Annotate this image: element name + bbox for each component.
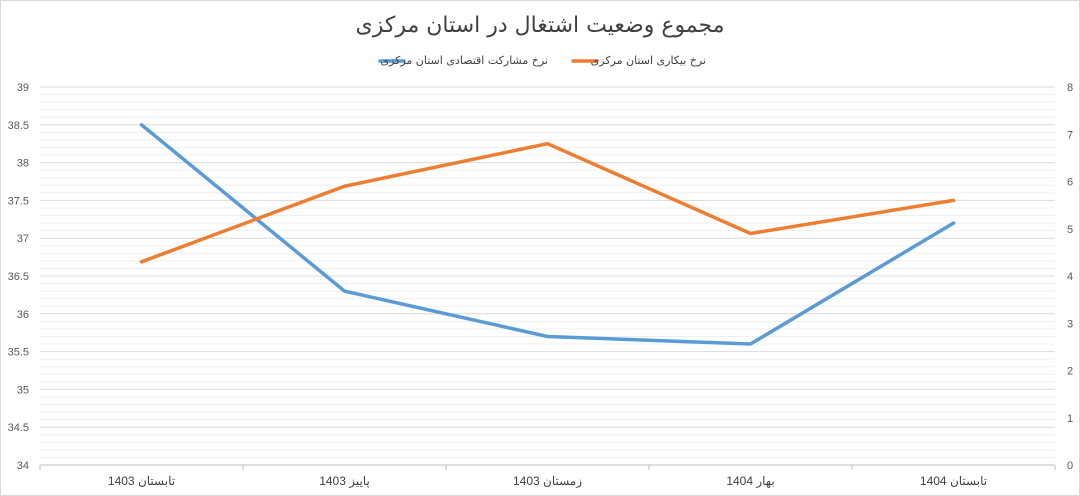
- y-right-tick-label: 2: [1067, 366, 1073, 378]
- y-left-tick-label: 36.5: [8, 271, 29, 283]
- legend-label-2: نرخ بیکاری استان مرکزی: [591, 54, 706, 67]
- series-line-2: [139, 141, 956, 264]
- y-left-tick-label: 36: [17, 309, 29, 321]
- x-category-label: زمستان 1403: [513, 474, 582, 488]
- y-right-tick-label: 3: [1067, 318, 1073, 330]
- x-axis: تابستان 1403 پاییز 1403 زمستان 1403 بهار 14…: [39, 464, 1056, 488]
- gridlines: [40, 86, 1055, 466]
- y-left-tick-label: 34: [17, 460, 29, 472]
- x-category-label: تابستان 1404: [920, 474, 987, 488]
- x-category-label: پاییز 1403: [319, 474, 370, 488]
- series-lines: [139, 123, 956, 346]
- y-left-tick-label: 37.5: [8, 195, 29, 207]
- y-left-tick-label: 39: [17, 82, 29, 94]
- legend: نرخ مشارکت اقتصادی استان مرکزی نرخ بیکاری…: [378, 54, 706, 67]
- legend-label-1: نرخ مشارکت اقتصادی استان مرکزی: [380, 54, 548, 67]
- x-category-label: بهار 1404: [726, 474, 774, 488]
- y-right-tick-label: 1: [1067, 413, 1073, 425]
- y-left-tick-label: 34.5: [8, 422, 29, 434]
- series-line-1: [139, 123, 956, 346]
- y-right-tick-label: 5: [1067, 224, 1073, 236]
- y-left-tick-label: 38: [17, 158, 29, 170]
- y-right-tick-label: 4: [1067, 271, 1073, 283]
- y-axis-left: 34 34.5 35 35.5 36 36.5 37 37.5 38 38.5 39: [8, 82, 29, 472]
- y-left-tick-label: 37: [17, 233, 29, 245]
- y-right-tick-label: 0: [1067, 460, 1073, 472]
- y-right-tick-label: 6: [1067, 177, 1073, 189]
- y-right-tick-label: 7: [1067, 129, 1073, 141]
- y-right-tick-label: 8: [1067, 82, 1073, 94]
- y-left-tick-label: 38.5: [8, 120, 29, 132]
- y-left-tick-label: 35: [17, 384, 29, 396]
- x-category-label: تابستان 1403: [108, 474, 175, 488]
- chart-title: مجموع وضعیت اشتغال در استان مرکزی: [355, 13, 724, 38]
- y-axis-right: 0 1 2 3 4 5 6 7 8: [1067, 82, 1073, 472]
- y-left-tick-label: 35.5: [8, 347, 29, 359]
